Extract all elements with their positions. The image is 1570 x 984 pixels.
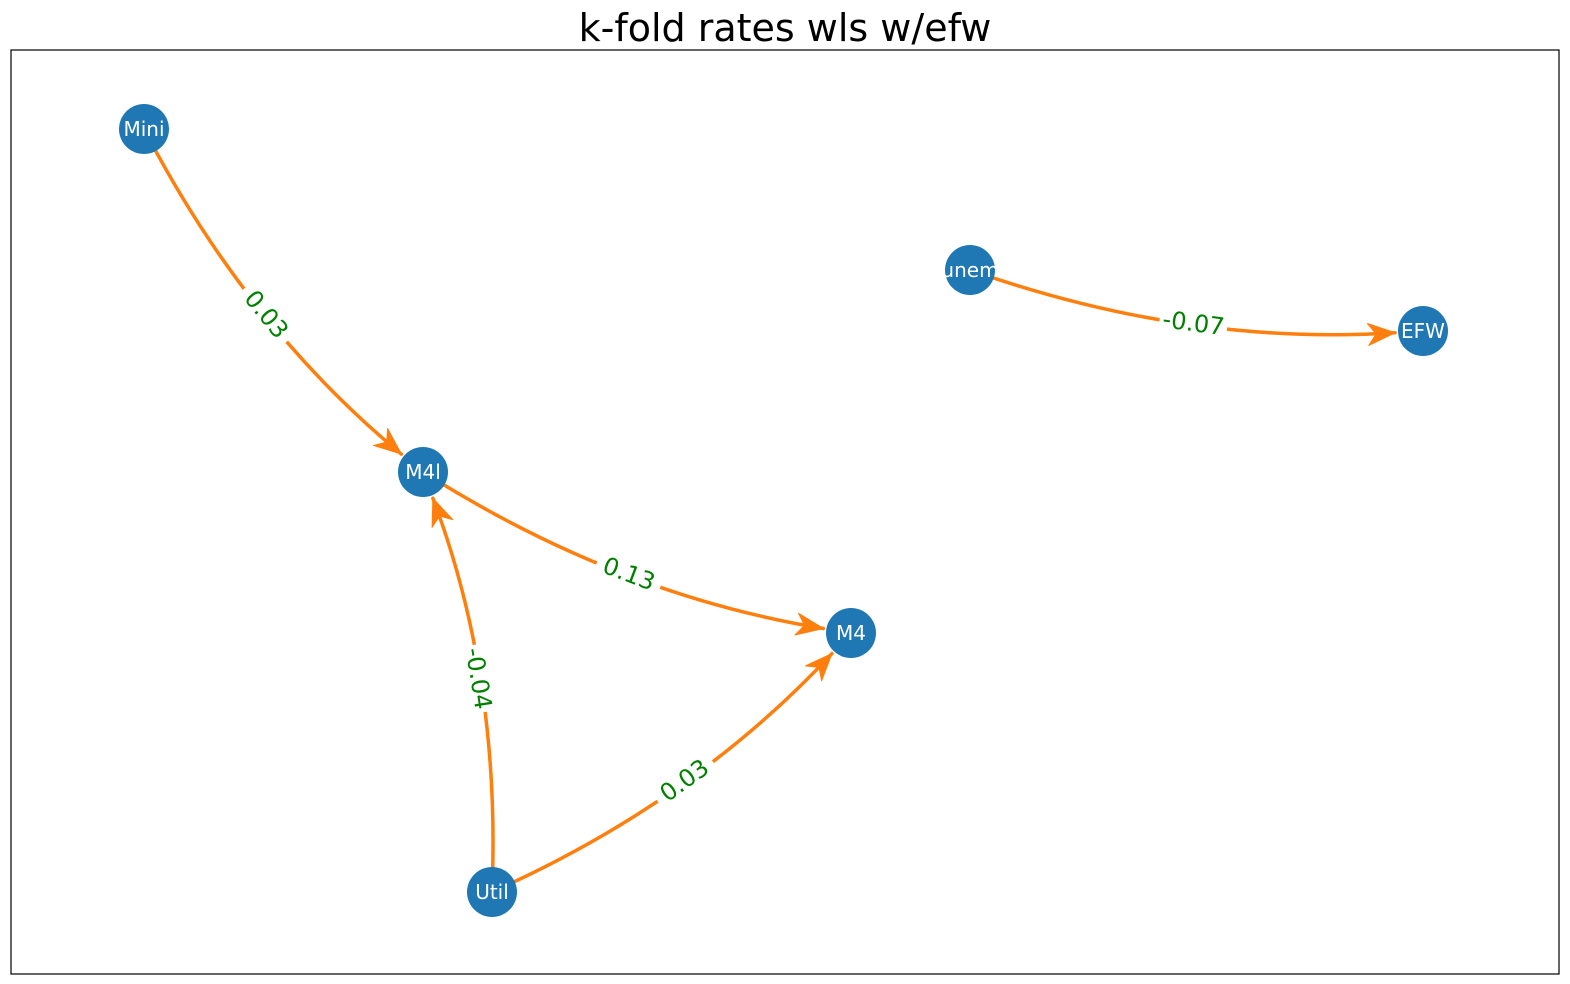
node-circle	[398, 447, 448, 497]
node-M4l: M4l	[398, 447, 448, 497]
node-label: M4l	[405, 460, 441, 484]
edge-line	[146, 136, 404, 456]
edges-layer: 0.030.13-0.040.03-0.07	[146, 136, 1397, 890]
node-circle	[1398, 306, 1448, 356]
node-label: Mini	[123, 117, 164, 141]
diagram-title: k-fold rates wls w/efw	[578, 6, 992, 50]
arrowhead	[431, 497, 454, 528]
arrowhead	[805, 653, 833, 682]
arrowhead	[1366, 323, 1396, 346]
nodes-layer: Mini M4l M4 Util unem EFW	[119, 104, 1448, 917]
node-label: Util	[475, 880, 509, 904]
arrowhead	[794, 612, 824, 636]
edge-label-background	[1157, 301, 1230, 345]
node-circle	[119, 104, 169, 154]
edge-line	[499, 651, 834, 890]
edge-Util-M4l: -0.04	[431, 496, 501, 884]
edge-M4l-M4: 0.13	[429, 475, 826, 636]
node-circle	[826, 608, 876, 658]
edge-Mini-M4l: 0.03	[146, 136, 404, 456]
node-Util: Util	[467, 867, 517, 917]
edge-unem-EFW: -0.07	[977, 271, 1397, 346]
edge-label-background	[231, 277, 301, 352]
node-EFW: EFW	[1398, 306, 1448, 356]
edge-line	[429, 475, 826, 631]
node-M4: M4	[826, 608, 876, 658]
plot-frame	[10, 49, 1560, 975]
node-circle	[945, 245, 995, 295]
edge-label-background	[456, 642, 501, 715]
node-label: EFW	[1401, 319, 1445, 343]
node-label: unem	[941, 258, 998, 282]
node-unem: unem	[941, 245, 999, 295]
node-Mini: Mini	[119, 104, 169, 154]
node-circle	[467, 867, 517, 917]
edge-label-background	[646, 746, 722, 815]
node-label: M4	[836, 621, 866, 645]
edge-Util-M4: 0.03	[499, 651, 834, 890]
arrowhead	[373, 427, 402, 455]
edge-label-background	[591, 546, 667, 602]
